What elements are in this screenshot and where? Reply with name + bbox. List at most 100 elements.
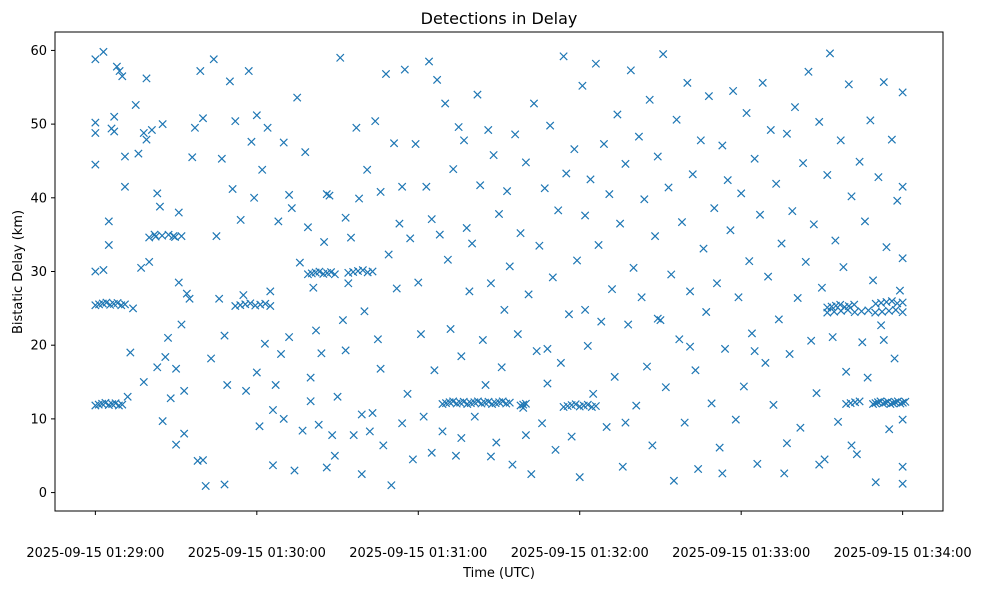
data-point — [790, 103, 800, 112]
data-point — [798, 159, 808, 168]
data-point — [212, 232, 221, 241]
data-point — [279, 414, 288, 424]
data-point — [513, 330, 522, 339]
data-point — [136, 263, 146, 272]
data-point — [497, 363, 506, 372]
data-point — [720, 344, 730, 354]
data-point — [330, 270, 339, 279]
y-tick-label: 60 — [30, 44, 47, 59]
data-point — [261, 299, 270, 308]
data-point — [626, 66, 635, 75]
data-point — [843, 305, 852, 315]
data-point — [290, 466, 299, 475]
data-point — [110, 112, 119, 121]
data-point — [769, 400, 778, 410]
data-point — [898, 88, 907, 97]
data-point — [726, 226, 735, 235]
data-point — [621, 159, 630, 169]
data-point — [177, 232, 186, 241]
data-point — [893, 196, 902, 205]
data-point — [395, 219, 404, 228]
data-point — [667, 270, 676, 279]
data-point — [815, 460, 824, 469]
y-tick-label: 10 — [30, 412, 47, 427]
data-point — [664, 183, 673, 192]
data-point — [153, 363, 162, 372]
data-point — [532, 346, 541, 356]
data-point — [241, 386, 251, 396]
data-point — [868, 399, 878, 409]
data-point — [780, 469, 789, 478]
y-axis-label: Bistatic Delay (km) — [11, 210, 26, 334]
data-point — [850, 308, 859, 317]
data-point — [847, 192, 856, 201]
data-point — [877, 307, 887, 316]
data-point — [521, 399, 531, 408]
data-point — [139, 377, 148, 387]
data-point — [126, 348, 135, 357]
data-point — [180, 386, 189, 396]
data-point — [546, 121, 555, 130]
data-point — [745, 257, 754, 266]
data-point — [591, 59, 600, 68]
data-point — [737, 189, 746, 198]
data-point — [650, 232, 660, 241]
data-point — [850, 300, 859, 309]
data-point — [373, 335, 383, 344]
data-point — [615, 219, 625, 228]
data-point — [414, 278, 423, 287]
data-point — [112, 62, 122, 71]
y-tick-label: 50 — [30, 118, 47, 133]
data-point — [196, 66, 205, 76]
data-point — [228, 184, 237, 194]
data-point — [886, 399, 895, 409]
data-point — [570, 145, 579, 154]
data-point — [268, 461, 278, 470]
data-point — [306, 397, 315, 406]
data-point — [139, 128, 148, 138]
x-tick-label: 2025-09-15 01:34:00 — [834, 546, 972, 561]
y-tick-label: 20 — [30, 339, 47, 354]
data-point — [470, 412, 479, 421]
data-point — [511, 130, 520, 139]
data-point — [389, 139, 399, 148]
data-point — [871, 308, 880, 317]
data-point — [153, 189, 162, 198]
data-point — [174, 278, 183, 287]
data-point — [169, 232, 178, 241]
data-point — [91, 160, 100, 169]
data-point — [873, 398, 883, 407]
data-point — [142, 74, 151, 83]
data-point — [400, 65, 409, 74]
data-point — [360, 307, 369, 316]
data-point — [898, 398, 907, 407]
data-point — [352, 123, 361, 132]
data-point — [688, 170, 697, 179]
data-point — [258, 165, 267, 174]
data-point — [441, 99, 450, 108]
data-point — [424, 57, 434, 66]
data-point — [823, 308, 832, 317]
data-point — [220, 480, 229, 489]
data-point — [857, 307, 866, 316]
data-point — [91, 128, 100, 138]
data-point — [529, 99, 539, 108]
data-point — [166, 394, 175, 403]
data-point — [161, 352, 170, 362]
data-point — [866, 116, 875, 125]
data-point — [120, 182, 130, 191]
data-point — [524, 290, 533, 299]
data-point — [260, 339, 270, 348]
data-point — [543, 344, 552, 354]
data-point — [346, 233, 356, 242]
y-tick-label: 0 — [39, 486, 47, 501]
data-point — [174, 208, 183, 217]
data-point — [182, 289, 191, 298]
data-point — [427, 448, 436, 457]
data-point — [398, 182, 407, 191]
data-point — [715, 443, 724, 452]
data-point — [451, 451, 461, 460]
data-point — [559, 52, 568, 61]
